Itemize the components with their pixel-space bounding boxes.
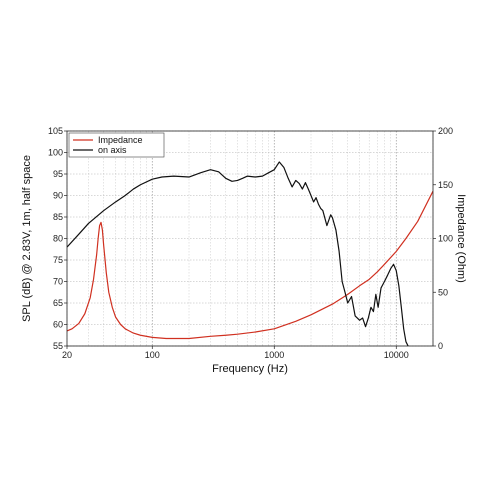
x-tick-label: 1000 bbox=[264, 350, 284, 360]
y-tick-label: 75 bbox=[53, 255, 63, 265]
x-tick-label: 100 bbox=[145, 350, 160, 360]
series-line-impedance bbox=[67, 190, 433, 340]
y2-axis-title: Impedance (Ohm) bbox=[455, 194, 467, 283]
x-axis-title: Frequency (Hz) bbox=[212, 363, 288, 375]
y-axis-title: SPL (dB) @ 2.83V, 1m, half space bbox=[21, 155, 33, 322]
y-tick-label: 70 bbox=[53, 277, 63, 287]
legend: Impedance on axis bbox=[68, 132, 165, 158]
series bbox=[67, 161, 433, 346]
ticks: 20 100 1000 10000 55 60 65 70 75 80 85 90 95 100 105 0 5… bbox=[48, 126, 453, 360]
y-tick-label: 100 bbox=[48, 148, 63, 158]
y2-tick-label: 200 bbox=[438, 126, 453, 136]
legend-label-impedance: Impedance bbox=[98, 135, 143, 145]
x-tick-label: 20 bbox=[62, 350, 72, 360]
y2-tick-label: 150 bbox=[438, 180, 453, 190]
y-tick-label: 65 bbox=[53, 298, 63, 308]
y2-tick-label: 0 bbox=[438, 341, 443, 351]
legend-label-on-axis: on axis bbox=[98, 145, 127, 155]
y-tick-label: 85 bbox=[53, 212, 63, 222]
y-tick-label: 90 bbox=[53, 191, 63, 201]
y-tick-label: 55 bbox=[53, 341, 63, 351]
y-tick-label: 80 bbox=[53, 234, 63, 244]
legend-box bbox=[68, 132, 165, 158]
y2-tick-label: 100 bbox=[438, 234, 453, 244]
y2-tick-label: 50 bbox=[438, 287, 448, 297]
x-tick-label: 10000 bbox=[384, 350, 409, 360]
y-tick-label: 105 bbox=[48, 126, 63, 136]
y-tick-label: 95 bbox=[53, 169, 63, 179]
series-line-on-axis bbox=[67, 161, 409, 346]
y-tick-label: 60 bbox=[53, 320, 63, 330]
